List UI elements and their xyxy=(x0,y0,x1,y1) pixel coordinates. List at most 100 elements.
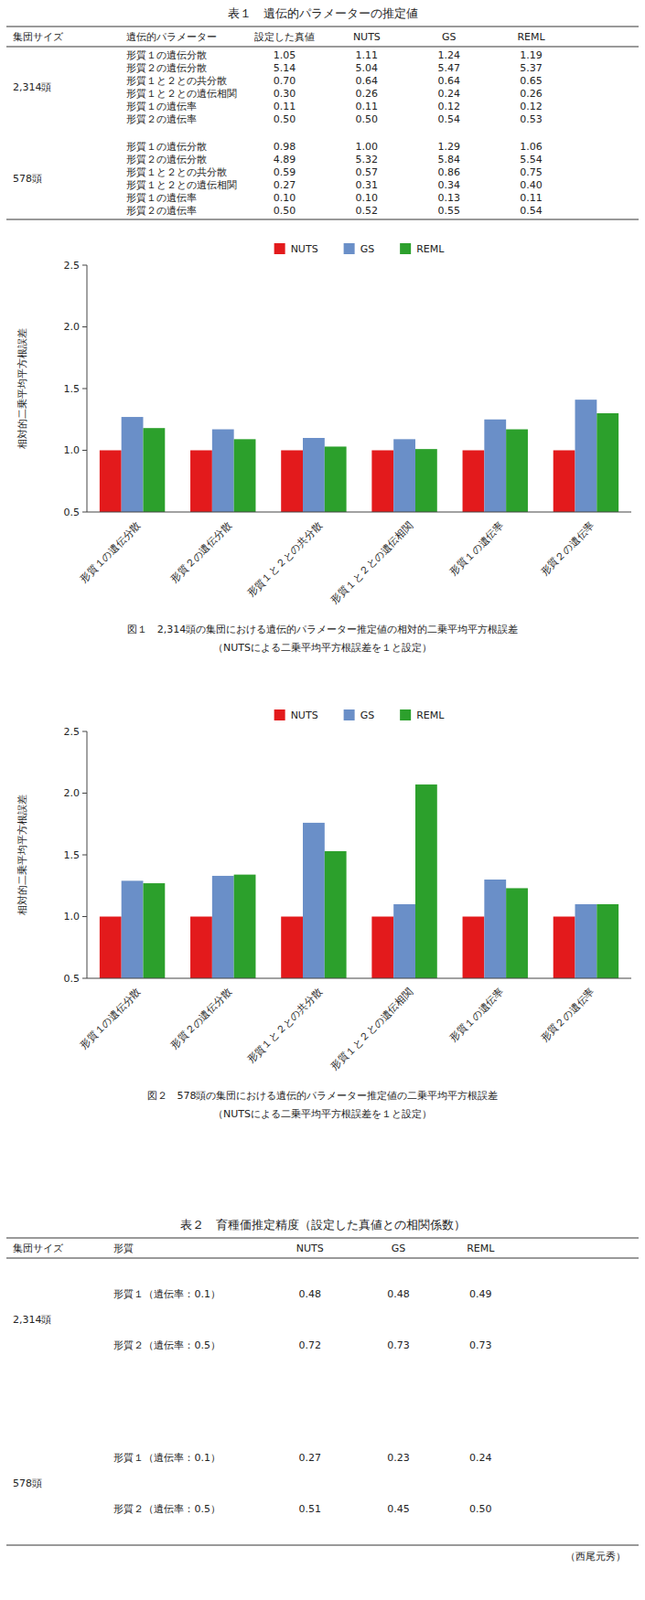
table-group-label: 2,314頭 xyxy=(12,81,53,94)
table-rule xyxy=(6,219,639,221)
table-cell: 0.45 xyxy=(387,1504,410,1516)
bar xyxy=(371,917,394,980)
y-tick-label: 2.0 xyxy=(64,787,81,800)
bar xyxy=(234,439,257,513)
table-cell: 1.11 xyxy=(355,49,379,62)
table-cell: 0.98 xyxy=(273,140,297,153)
table-cell: 5.54 xyxy=(519,153,543,166)
table-cell: 0.48 xyxy=(298,1289,322,1301)
y-tick xyxy=(82,731,87,733)
table-cell: 5.84 xyxy=(437,153,461,166)
table-cell: 0.26 xyxy=(355,87,379,100)
bar xyxy=(280,917,303,980)
bar xyxy=(371,451,394,514)
table-header: REML xyxy=(466,1243,495,1256)
table-cell: 0.65 xyxy=(519,75,543,87)
bar xyxy=(462,917,485,980)
x-tick-label: 形質１と２との遺伝相関 xyxy=(328,987,416,1075)
bar xyxy=(234,875,257,979)
bar xyxy=(415,784,438,979)
table-cell: 0.70 xyxy=(273,75,297,87)
bar xyxy=(575,904,598,979)
table-cell: 1.00 xyxy=(355,140,379,153)
table-cell: 形質１と２との共分散 xyxy=(126,75,227,87)
bar xyxy=(121,881,144,979)
table-header: NUTS xyxy=(353,31,381,43)
legend: NUTSGSREML xyxy=(274,243,446,256)
y-tick xyxy=(82,916,87,918)
table-cell: 0.55 xyxy=(437,204,461,217)
table-cell: 0.64 xyxy=(355,75,379,87)
bar xyxy=(324,446,347,513)
y-tick-label: 1.5 xyxy=(64,849,81,862)
bar xyxy=(212,430,235,513)
y-tick-label: 1.0 xyxy=(64,444,81,457)
table-cell: 0.50 xyxy=(273,113,297,126)
table-cell: 形質２（遺伝率：0.5） xyxy=(113,1340,221,1353)
y-tick xyxy=(82,855,87,857)
page: 表１ 遺伝的パラメーターの推定値集団サイズ遺伝的パラメーター設定した真値NUTS… xyxy=(0,0,645,1600)
table-rule xyxy=(6,46,639,48)
table-header: 集団サイズ xyxy=(12,31,65,43)
table-header: REML xyxy=(516,31,546,43)
x-axis xyxy=(86,512,632,514)
x-tick-label: 形質１と２との共分散 xyxy=(245,987,325,1067)
table-cell: 0.54 xyxy=(437,113,461,126)
table-cell: 0.30 xyxy=(273,87,297,100)
table-cell: 0.11 xyxy=(273,100,297,113)
table-cell: 5.47 xyxy=(437,62,461,75)
table-header: 集団サイズ xyxy=(12,1243,65,1256)
y-tick xyxy=(82,265,87,267)
bars xyxy=(99,784,619,979)
bar xyxy=(575,399,598,513)
table: 表１ 遺伝的パラメーターの推定値集団サイズ遺伝的パラメーター設定した真値NUTS… xyxy=(6,6,639,220)
table-cell: 0.24 xyxy=(469,1452,493,1465)
table-cell: 0.27 xyxy=(273,179,297,192)
table-cell: 0.12 xyxy=(519,100,543,113)
bar xyxy=(505,430,528,513)
y-tick xyxy=(82,793,87,795)
table-group-label: 578頭 xyxy=(12,172,43,185)
table-cell: 0.72 xyxy=(298,1340,322,1353)
table-group-label: 578頭 xyxy=(12,1478,43,1491)
footnote: （西尾元秀） xyxy=(565,1551,626,1563)
table-header: GS xyxy=(441,31,457,43)
table-cell: 0.34 xyxy=(437,179,461,192)
table-cell: 0.49 xyxy=(469,1289,493,1301)
x-tick-label: 形質１と２との遺伝相関 xyxy=(328,520,416,608)
y-tick-label: 0.5 xyxy=(64,973,81,986)
bar xyxy=(212,876,235,979)
table-cell: 0.13 xyxy=(437,192,461,205)
bar xyxy=(596,413,619,513)
table-group-label: 2,314頭 xyxy=(12,1314,53,1327)
table-title: 表１ 遺伝的パラメーターの推定値 xyxy=(227,6,419,21)
chart-subtitle: （NUTSによる二乗平均平方根誤差を１と設定） xyxy=(213,642,432,655)
x-tick-label: 形質２の遺伝率 xyxy=(538,520,598,580)
bar xyxy=(505,888,528,979)
bar xyxy=(190,451,213,514)
table-rule xyxy=(6,1546,639,1548)
bar xyxy=(483,880,506,979)
table: 表２ 育種価推定精度（設定した真値との相関係数）集団サイズ形質NUTSGSREM… xyxy=(6,1218,639,1563)
table-cell: 0.11 xyxy=(519,192,543,205)
table-cell: 1.29 xyxy=(437,140,461,153)
bar xyxy=(142,428,165,513)
table-cell: 1.24 xyxy=(437,49,461,62)
chart-title: 図２ 578頭の集団における遺伝的パラメーター推定値の二乗平均平方根誤差 xyxy=(147,1090,499,1103)
table-header: 設定した真値 xyxy=(254,31,315,43)
bar xyxy=(190,917,213,980)
table-cell: 0.57 xyxy=(355,166,379,179)
table-cell: 形質２の遺伝分散 xyxy=(126,62,207,75)
table-cell: 形質１と２との共分散 xyxy=(126,166,227,179)
table-cell: 形質２（遺伝率：0.5） xyxy=(113,1504,221,1516)
bar xyxy=(302,823,325,979)
table-header: NUTS xyxy=(296,1243,324,1256)
y-axis xyxy=(86,265,88,513)
table-cell: 4.89 xyxy=(273,153,297,166)
y-axis-label: 相対的二乗平均平方根誤差 xyxy=(16,328,29,450)
y-tick xyxy=(82,326,87,328)
table-cell: 1.06 xyxy=(519,140,543,153)
legend-label: NUTS xyxy=(290,709,319,722)
table-cell: 0.64 xyxy=(437,75,461,87)
legend-label: REML xyxy=(416,243,445,256)
